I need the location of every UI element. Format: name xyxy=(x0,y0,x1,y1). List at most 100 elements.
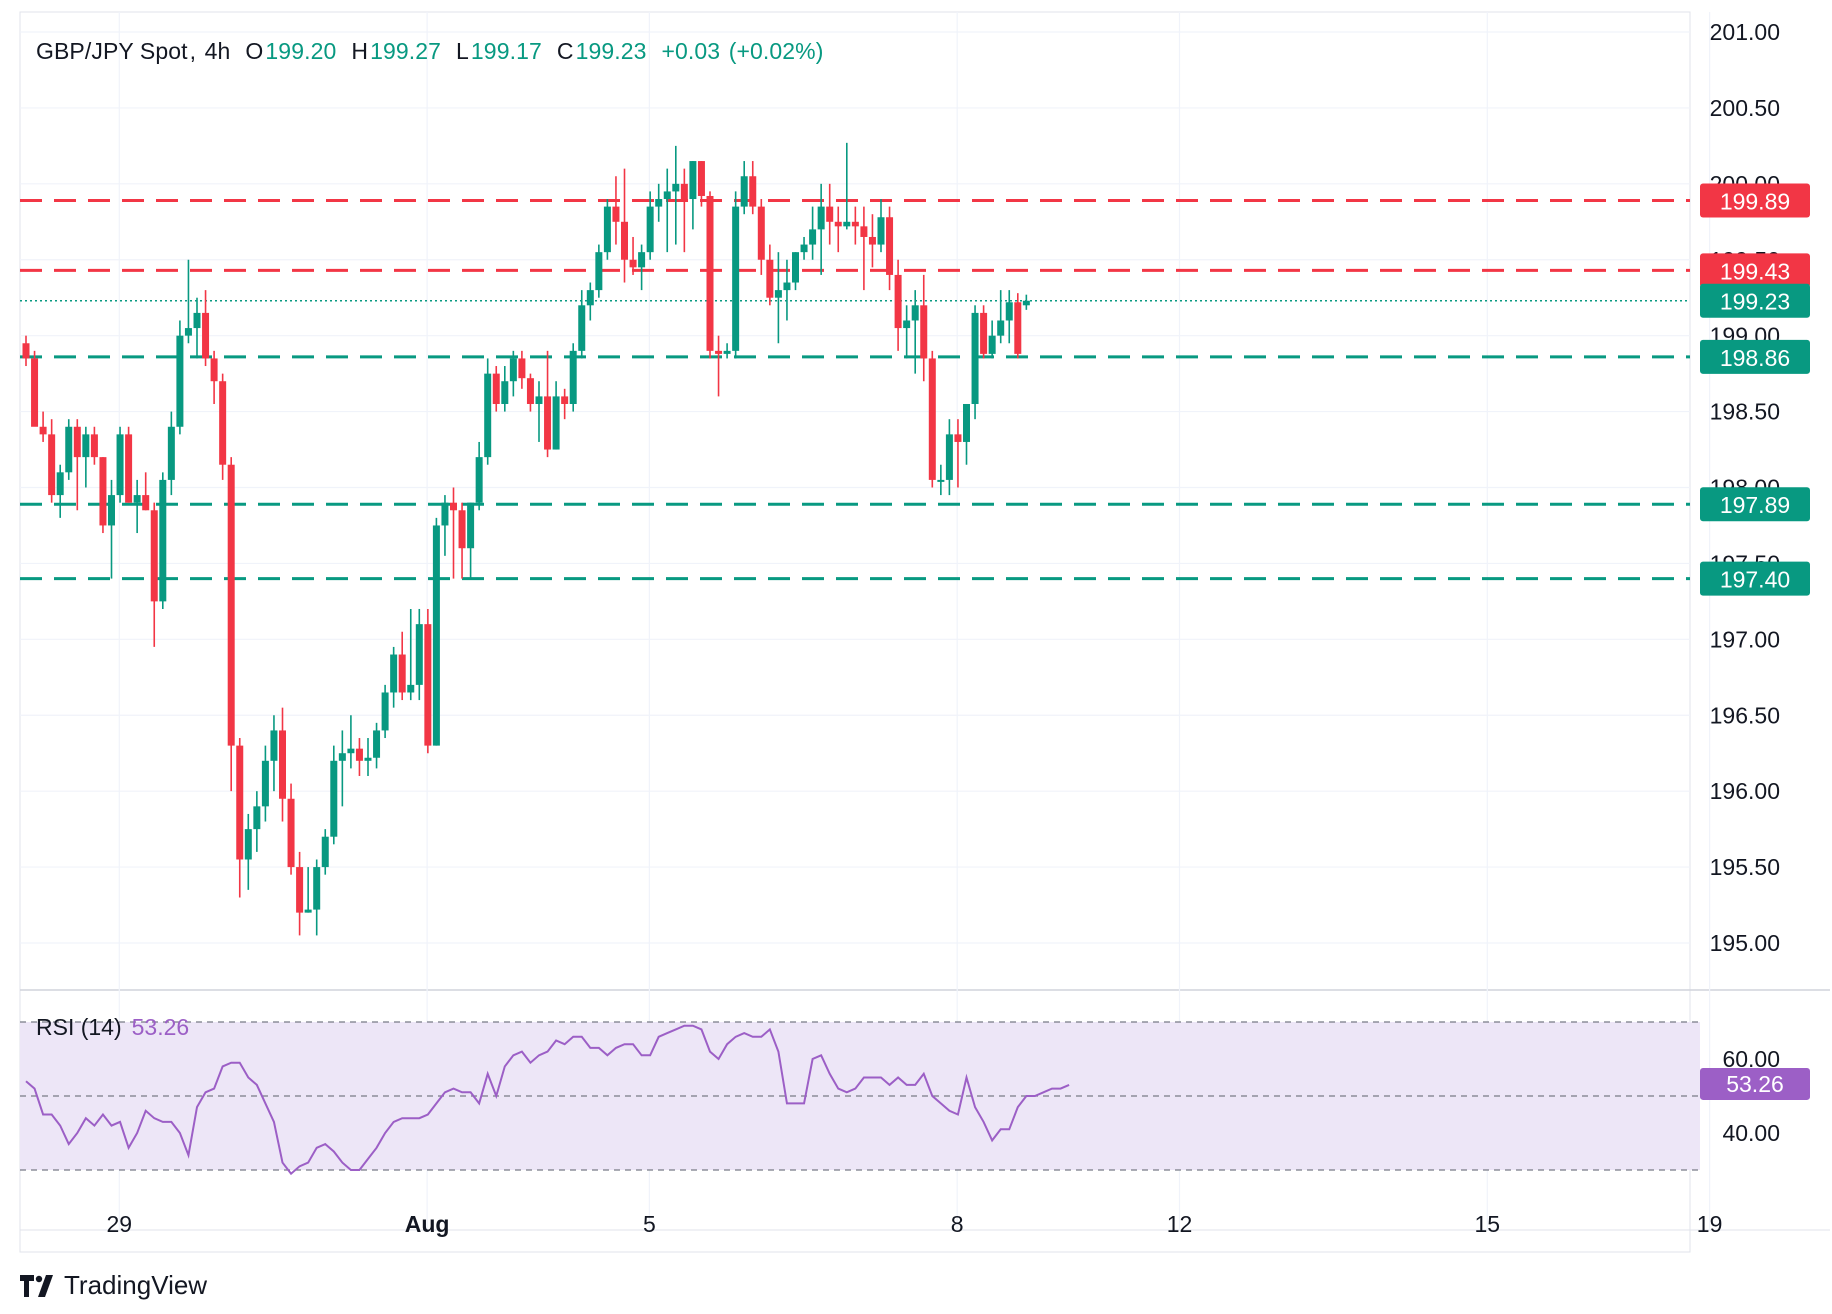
candle xyxy=(167,411,175,496)
tradingview-brand[interactable]: TradingView xyxy=(20,1270,207,1301)
level-price-badge xyxy=(1700,487,1810,522)
candle-body xyxy=(792,252,799,283)
candle-body xyxy=(270,730,278,761)
candle xyxy=(706,191,714,359)
candle xyxy=(1022,294,1030,310)
rsi-value-label: 53.26 xyxy=(1726,1071,1784,1097)
candle xyxy=(569,343,577,412)
candle xyxy=(603,199,611,260)
candle-body xyxy=(458,510,466,549)
candle-body xyxy=(330,760,338,837)
candle-body xyxy=(432,525,440,746)
candle xyxy=(424,608,432,754)
candle xyxy=(432,517,440,746)
candle xyxy=(851,206,859,245)
candle xyxy=(757,199,765,275)
time-tick-label: 15 xyxy=(1475,1211,1501,1237)
candle xyxy=(56,464,64,518)
candle-body xyxy=(595,252,603,291)
candle-body xyxy=(561,396,569,404)
candle xyxy=(963,403,970,465)
candle-body xyxy=(133,495,141,503)
candle-body xyxy=(526,378,534,404)
change-value: +0.03 xyxy=(661,38,721,64)
candle-body xyxy=(1022,300,1030,306)
candle-body xyxy=(638,252,646,268)
candle xyxy=(313,859,321,936)
rsi-tick-label: 40.00 xyxy=(1722,1120,1780,1146)
candle xyxy=(484,358,492,465)
candle-body xyxy=(920,305,928,359)
candle-body xyxy=(48,434,56,496)
candle-body xyxy=(612,206,620,222)
last-price-label: 199.23 xyxy=(1720,289,1790,315)
candle-body xyxy=(355,748,363,761)
candle-body xyxy=(159,479,167,602)
candle xyxy=(219,373,227,480)
candle xyxy=(279,707,286,822)
level-price-label: 197.40 xyxy=(1720,567,1790,593)
candle-body xyxy=(963,403,970,442)
candle-body xyxy=(90,434,98,458)
candle-body xyxy=(509,358,517,382)
chart-frame xyxy=(19,11,1691,1253)
candle xyxy=(407,608,415,701)
candle-body xyxy=(236,745,244,860)
candle-body xyxy=(740,176,748,207)
candle xyxy=(39,411,47,442)
candle xyxy=(868,214,876,268)
price-tick-label: 196.50 xyxy=(1710,702,1780,728)
candle xyxy=(954,419,962,488)
candle xyxy=(159,472,167,609)
candle-body xyxy=(441,502,449,526)
candle-body xyxy=(99,457,107,526)
candle xyxy=(458,502,466,579)
candle xyxy=(150,502,158,647)
candle-body xyxy=(82,434,90,458)
candle-body xyxy=(73,426,81,458)
candle-body xyxy=(65,426,73,473)
candle xyxy=(202,290,210,367)
candle xyxy=(920,274,928,382)
candle xyxy=(492,366,500,412)
candle-body xyxy=(108,495,115,526)
price-tick-label: 197.00 xyxy=(1710,626,1780,652)
candle-body xyxy=(125,434,133,503)
candle-body xyxy=(227,464,235,746)
candle xyxy=(1005,290,1013,344)
level-price-badge xyxy=(1700,339,1810,374)
candle xyxy=(518,350,526,389)
candle xyxy=(176,320,184,435)
candle-body xyxy=(347,748,355,754)
candle-body xyxy=(167,426,175,480)
candle xyxy=(193,297,201,359)
price-tick-label: 196.00 xyxy=(1710,778,1780,804)
candle xyxy=(817,183,825,275)
candle-body xyxy=(646,206,654,253)
candle xyxy=(304,867,312,913)
candle-body xyxy=(552,396,560,450)
candle xyxy=(125,426,133,503)
time-tick-label: 8 xyxy=(951,1211,964,1237)
candle-body xyxy=(800,244,808,253)
time-tick-label: 5 xyxy=(643,1211,656,1237)
candle-body xyxy=(210,358,218,382)
candle-body xyxy=(22,343,30,359)
candle xyxy=(253,791,261,852)
candle-body xyxy=(261,760,269,807)
candle xyxy=(809,206,817,260)
candle-body xyxy=(826,206,834,222)
level-price-label: 199.89 xyxy=(1720,189,1790,215)
candle-body xyxy=(988,335,996,354)
candle-body xyxy=(877,217,885,245)
candle xyxy=(48,419,56,503)
candle-body xyxy=(732,206,740,351)
candle-body xyxy=(834,221,842,227)
candle xyxy=(638,244,646,291)
candle xyxy=(501,366,509,412)
candle xyxy=(398,631,406,701)
symbol-name: GBP/JPY Spot xyxy=(36,38,188,64)
candle-body xyxy=(569,350,577,404)
last-price-badge xyxy=(1700,283,1810,318)
